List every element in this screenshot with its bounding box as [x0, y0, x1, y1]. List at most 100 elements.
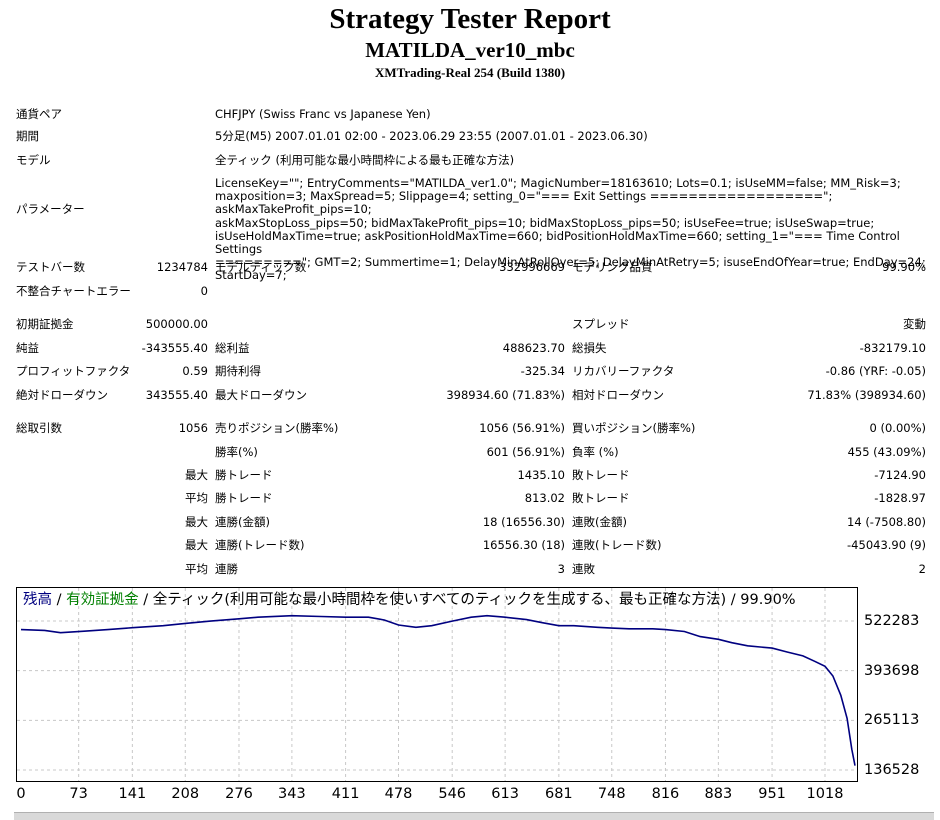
balance-chart-svg [17, 588, 857, 781]
server-info: XMTrading-Real 254 (Build 1380) [374, 65, 566, 80]
loss-label: 負率 (%) [572, 445, 619, 459]
max-dd-value: 398934.60 (71.83%) [446, 388, 565, 402]
max-cons-losses-label: 連敗(金額) [572, 515, 627, 529]
x-tick-label: 276 [225, 786, 253, 802]
quality-value: 99.90% [882, 260, 926, 274]
model-value: 全ティック (利用可能な最小時間枠による最も正確な方法) [215, 153, 515, 167]
mismatch-label: 不整合チャートエラー [16, 284, 131, 298]
x-tick-label: 343 [278, 786, 306, 802]
largest-win-label: 勝トレード [215, 468, 273, 482]
max-word-2: 最大 [185, 515, 208, 529]
x-tick-label: 73 [69, 786, 88, 802]
avg-win-label: 勝トレード [215, 491, 273, 505]
recovery-label: リカバリーファクタ [572, 364, 675, 378]
legend-model-text: 全ティック(利用可能な最小時間枠を使いすべてのティックを生成する、最も正確な方法… [152, 592, 796, 608]
avg-cons-losses-label: 連敗 [572, 562, 595, 576]
y-tick-label: 136528 [864, 762, 920, 778]
balance-chart: 残高 / 有効証拠金 / 全ティック(利用可能な最小時間枠を使いすべてのティック… [16, 587, 858, 782]
y-tick-label: 522283 [864, 613, 920, 629]
max-word-3: 最大 [185, 538, 208, 552]
x-tick-label: 0 [16, 786, 26, 802]
ticks-label: モデルティック数 [215, 260, 307, 274]
x-tick-label: 613 [491, 786, 519, 802]
long-label: 買いポジション(勝率%) [572, 421, 696, 435]
avg-cons-wins-value: 3 [557, 562, 565, 576]
legend-sep-2: / [138, 592, 153, 608]
report-title: Strategy Tester Report [329, 3, 611, 35]
net-label: 純益 [16, 341, 39, 355]
recovery-value: -0.86 (YRF: -0.05) [825, 364, 926, 378]
max-cons-loss-value: -45043.90 (9) [847, 538, 926, 552]
trades-label: 総取引数 [16, 421, 62, 435]
x-tick-label: 411 [331, 786, 360, 802]
period-value: 5分足(M5) 2007.01.01 02:00 - 2023.06.29 23… [215, 129, 648, 143]
legend-equity: 有効証拠金 [66, 592, 139, 608]
gross-profit-value: 488623.70 [502, 341, 565, 355]
bars-value: 1234784 [156, 260, 208, 274]
report-subtitle: MATILDA_ver10_mbc [365, 38, 575, 62]
params-value: LicenseKey=""; EntryComments="MATILDA_ve… [215, 176, 926, 283]
quality-label: モデリング品質 [572, 260, 653, 274]
x-tick-label: 1018 [806, 786, 844, 802]
pf-label: プロフィットファクタ [16, 364, 131, 378]
bars-label: テストバー数 [16, 260, 85, 274]
x-tick-label: 208 [171, 786, 200, 802]
avg-word-2: 平均 [185, 562, 208, 576]
abs-dd-value: 343555.40 [145, 388, 208, 402]
symbol-value: CHFJPY (Swiss Franc vs Japanese Yen) [215, 107, 431, 121]
trade-table-header-strip [14, 812, 934, 820]
y-tick-label: 393698 [864, 662, 920, 679]
y-tick-label: 265113 [864, 712, 920, 729]
x-tick-label: 951 [758, 786, 786, 802]
max-cons-wins-label: 連勝(金額) [215, 515, 270, 529]
legend-balance: 残高 [23, 592, 52, 608]
params-label: パラメーター [16, 202, 85, 216]
max-cons-profit-label: 連勝(トレード数) [215, 538, 305, 552]
short-value: 1056 (56.91%) [479, 421, 565, 435]
trades-value: 1056 [178, 421, 208, 435]
x-tick-label: 681 [544, 786, 573, 802]
x-tick-label: 816 [651, 786, 680, 802]
expected-value: -325.34 [520, 364, 565, 378]
legend-sep-1: / [52, 592, 67, 608]
avg-word-1: 平均 [185, 491, 208, 505]
rel-dd-label: 相対ドローダウン [572, 388, 664, 402]
model-label: モデル [16, 153, 51, 167]
deposit-value: 500000.00 [145, 317, 208, 331]
rel-dd-value: 71.83% (398934.60) [807, 388, 926, 402]
max-dd-label: 最大ドローダウン [215, 388, 307, 402]
gross-loss-label: 総損失 [572, 341, 607, 355]
avg-win-value: 813.02 [524, 491, 565, 505]
symbol-label: 通貨ペア [16, 107, 62, 121]
spread-value: 変動 [903, 317, 926, 331]
avg-cons-losses-value: 2 [918, 562, 926, 576]
largest-loss-value: -7124.90 [874, 468, 926, 482]
mismatch-value: 0 [200, 284, 208, 298]
max-cons-loss-label: 連敗(トレード数) [572, 538, 662, 552]
avg-loss-label: 敗トレード [572, 491, 630, 505]
x-tick-label: 141 [118, 786, 147, 802]
max-word-1: 最大 [185, 468, 208, 482]
balance-series-line [20, 614, 856, 766]
avg-cons-wins-label: 連勝 [215, 562, 238, 576]
avg-loss-value: -1828.97 [874, 491, 926, 505]
chart-legend: 残高 / 有効証拠金 / 全ティック(利用可能な最小時間枠を使いすべてのティック… [23, 591, 796, 609]
net-value: -343555.40 [141, 341, 208, 355]
x-tick-label: 883 [704, 786, 733, 802]
x-tick-label: 748 [597, 786, 626, 802]
expected-label: 期待利得 [215, 364, 261, 378]
pf-value: 0.59 [182, 364, 208, 378]
win-value: 601 (56.91%) [486, 445, 565, 459]
win-label: 勝率(%) [215, 445, 258, 459]
ticks-value: 332996669 [499, 260, 565, 274]
max-cons-losses-value: 14 (-7508.80) [847, 515, 926, 529]
x-tick-label: 478 [384, 786, 413, 802]
max-cons-profit-value: 16556.30 (18) [482, 538, 565, 552]
loss-value: 455 (43.09%) [847, 445, 926, 459]
short-label: 売りポジション(勝率%) [215, 421, 339, 435]
gross-loss-value: -832179.10 [859, 341, 926, 355]
largest-loss-label: 敗トレード [572, 468, 630, 482]
long-value: 0 (0.00%) [869, 421, 926, 435]
max-cons-wins-value: 18 (16556.30) [482, 515, 565, 529]
gross-profit-label: 総利益 [215, 341, 250, 355]
